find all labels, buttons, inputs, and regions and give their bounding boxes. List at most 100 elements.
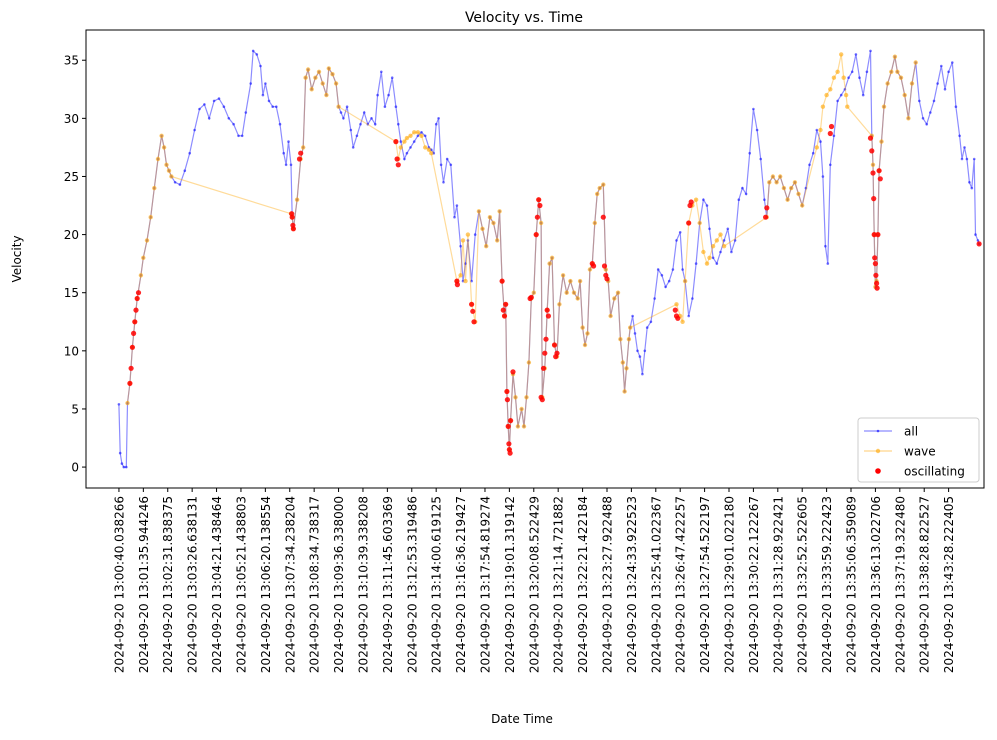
x-tick-label: 2024-09-20 13:33:59.222423 — [820, 496, 834, 673]
point-wave — [169, 174, 174, 179]
point-wave — [301, 145, 306, 150]
x-tick-label: 2024-09-20 13:16:36.219427 — [454, 496, 468, 673]
point-wave — [592, 220, 597, 226]
point-all — [918, 99, 921, 103]
point-all — [237, 134, 240, 138]
point-wave — [487, 215, 493, 220]
point-wave — [303, 75, 308, 80]
point-oscillating — [876, 168, 882, 174]
point-all — [455, 204, 459, 207]
x-tick-label: 2024-09-20 13:30:22.122267 — [747, 496, 761, 673]
point-oscillating — [827, 130, 833, 137]
y-tick-label: 10 — [64, 344, 79, 358]
point-oscillating — [128, 365, 134, 371]
point-wave — [524, 395, 529, 400]
y-tick-label: 25 — [64, 170, 79, 184]
point-all — [824, 244, 827, 248]
point-all — [212, 99, 216, 103]
point-all — [970, 186, 974, 190]
point-all — [829, 163, 832, 167]
x-tick-label: 2024-09-20 13:08:34.738317 — [308, 496, 322, 673]
point-oscillating — [539, 397, 545, 403]
point-wave — [577, 278, 583, 284]
point-oscillating — [545, 313, 552, 319]
point-wave — [515, 424, 521, 429]
point-oscillating — [533, 232, 539, 238]
point-wave — [839, 52, 844, 57]
point-wave — [615, 290, 621, 295]
point-wave — [704, 261, 710, 266]
point-all — [397, 122, 400, 126]
point-oscillating — [542, 350, 548, 356]
point-all — [719, 250, 722, 254]
point-wave — [800, 203, 805, 208]
point-wave — [333, 81, 339, 86]
x-tick-label: 2024-09-20 13:19:01.319142 — [503, 496, 517, 673]
point-oscillating — [601, 263, 608, 269]
x-tick-label: 2024-09-20 13:21:14.721882 — [552, 496, 566, 673]
point-all — [744, 192, 748, 196]
point-all — [702, 198, 705, 201]
plot-frame — [85, 29, 985, 489]
point-all — [804, 186, 808, 190]
point-all — [832, 134, 836, 138]
point-all — [730, 250, 733, 254]
point-wave — [707, 255, 712, 260]
point-all — [943, 88, 947, 91]
point-oscillating — [536, 197, 542, 203]
point-all — [811, 151, 815, 155]
point-oscillating — [873, 272, 879, 278]
point-all — [691, 297, 694, 300]
point-wave — [831, 75, 837, 80]
point-wave — [843, 92, 849, 98]
x-tick-label: 2024-09-20 13:05:21.438803 — [235, 496, 249, 673]
point-all — [259, 64, 262, 68]
point-oscillating — [591, 263, 597, 269]
point-oscillating — [394, 156, 400, 162]
point-oscillating — [672, 307, 678, 313]
point-oscillating — [289, 214, 295, 220]
point-all — [207, 117, 211, 120]
legend-item-wave: wave — [864, 445, 936, 459]
x-tick-label: 2024-09-20 13:14:00.619125 — [430, 496, 444, 673]
point-oscillating — [131, 330, 137, 336]
point-all — [380, 70, 383, 74]
point-all — [861, 93, 865, 97]
point-all — [954, 105, 958, 108]
legend-marker-oscillating — [875, 468, 881, 474]
point-oscillating — [554, 350, 560, 356]
point-wave — [458, 273, 463, 278]
point-all — [198, 107, 201, 111]
point-all — [940, 64, 943, 68]
point-wave — [767, 180, 772, 185]
point-oscillating — [764, 205, 770, 211]
point-all — [434, 122, 438, 126]
point-wave — [415, 130, 421, 135]
point-wave — [460, 238, 466, 243]
point-all — [839, 93, 843, 97]
point-all — [339, 111, 343, 114]
point-oscillating — [129, 344, 135, 350]
point-all — [122, 465, 126, 469]
point-wave — [774, 180, 779, 185]
point-oscillating — [528, 294, 534, 300]
point-wave — [313, 75, 318, 80]
point-wave — [814, 145, 819, 150]
point-all — [118, 451, 122, 455]
point-all — [759, 157, 762, 161]
point-oscillating — [290, 226, 296, 232]
point-all — [633, 332, 637, 335]
point-wave — [398, 145, 403, 150]
x-tick-label: 2024-09-20 13:36:13.022706 — [869, 496, 883, 673]
point-oscillating — [828, 123, 835, 130]
point-all — [249, 82, 252, 85]
point-oscillating — [503, 301, 509, 307]
point-oscillating — [540, 365, 547, 371]
point-oscillating — [395, 162, 401, 168]
point-wave — [789, 185, 794, 191]
point-wave — [697, 220, 702, 226]
point-wave — [796, 191, 801, 197]
point-all — [403, 157, 406, 161]
point-all — [947, 70, 950, 74]
